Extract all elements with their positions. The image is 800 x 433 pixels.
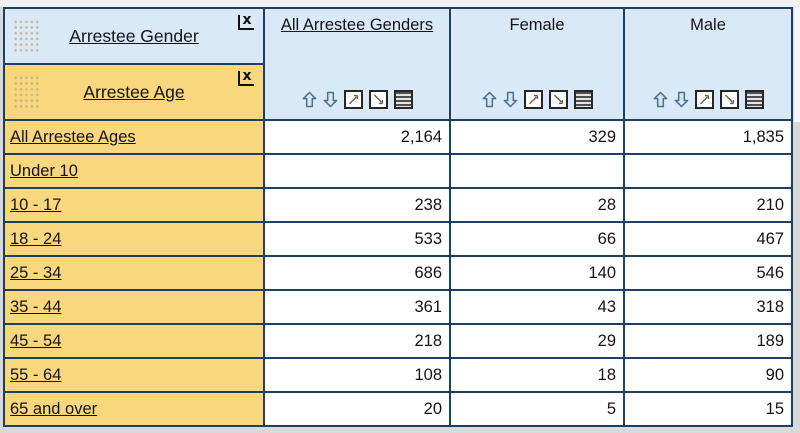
column-header-female: Female — [451, 9, 623, 119]
row-header: 55 - 64 — [5, 359, 263, 391]
data-cell: 329 — [451, 121, 623, 153]
row-label-link[interactable]: 35 - 44 — [10, 298, 61, 317]
data-cell: 20 — [265, 393, 449, 425]
move-up-icon[interactable] — [653, 91, 668, 108]
row-header: 10 - 17 — [5, 189, 263, 221]
sort-descending-icon[interactable] — [720, 90, 739, 109]
data-cell — [265, 155, 449, 187]
row-header: 65 and over — [5, 393, 263, 425]
move-up-icon[interactable] — [482, 91, 497, 108]
column-header-label: Female — [509, 16, 564, 35]
data-cell: 218 — [265, 325, 449, 357]
column-dimension-label[interactable]: Arrestee Gender — [69, 26, 198, 47]
row-label-link[interactable]: 45 - 54 — [10, 332, 61, 351]
data-cell: 15 — [625, 393, 791, 425]
drag-grip-icon[interactable] — [13, 19, 40, 53]
pivot-table: Arrestee Gender x All Arrestee Genders F… — [3, 7, 793, 427]
close-x-glyph: x — [242, 15, 251, 26]
column-toolbar — [653, 90, 764, 109]
row-header: 18 - 24 — [5, 223, 263, 255]
list-view-icon[interactable] — [745, 90, 764, 109]
data-cell: 108 — [265, 359, 449, 391]
move-down-icon[interactable] — [323, 91, 338, 108]
data-cell: 2,164 — [265, 121, 449, 153]
data-cell — [451, 155, 623, 187]
data-cell: 66 — [451, 223, 623, 255]
data-cell: 140 — [451, 257, 623, 289]
sort-descending-icon[interactable] — [549, 90, 568, 109]
top-strip — [0, 0, 800, 7]
row-label-link[interactable]: 18 - 24 — [10, 230, 61, 249]
column-header-label: Male — [690, 16, 726, 35]
data-cell: 5 — [451, 393, 623, 425]
column-header-all-genders: All Arrestee Genders — [265, 9, 449, 119]
data-cell: 28 — [451, 189, 623, 221]
data-cell: 18 — [451, 359, 623, 391]
row-label-link[interactable]: All Arrestee Ages — [10, 128, 136, 147]
data-cell: 1,835 — [625, 121, 791, 153]
row-label-link[interactable]: 10 - 17 — [10, 196, 61, 215]
data-cell: 686 — [265, 257, 449, 289]
data-cell: 533 — [265, 223, 449, 255]
close-x-glyph: x — [242, 71, 251, 82]
data-cell: 546 — [625, 257, 791, 289]
row-dimension-cell: Arrestee Age x — [5, 65, 263, 119]
column-dimension-cell: Arrestee Gender x — [5, 9, 263, 63]
column-header-label[interactable]: All Arrestee Genders — [281, 16, 433, 35]
move-up-icon[interactable] — [302, 91, 317, 108]
row-header: 35 - 44 — [5, 291, 263, 323]
column-header-male: Male — [625, 9, 791, 119]
move-down-icon[interactable] — [674, 91, 689, 108]
row-label-link[interactable]: 25 - 34 — [10, 264, 61, 283]
remove-column-dimension-icon[interactable]: x — [238, 15, 254, 30]
list-view-icon[interactable] — [394, 90, 413, 109]
row-header: All Arrestee Ages — [5, 121, 263, 153]
row-header: 25 - 34 — [5, 257, 263, 289]
data-cell: 189 — [625, 325, 791, 357]
data-cell: 467 — [625, 223, 791, 255]
row-label-link[interactable]: 65 and over — [10, 400, 97, 419]
data-cell: 238 — [265, 189, 449, 221]
remove-row-dimension-icon[interactable]: x — [238, 71, 254, 86]
row-header: Under 10 — [5, 155, 263, 187]
row-dimension-label[interactable]: Arrestee Age — [83, 82, 184, 103]
right-margin — [794, 7, 800, 122]
row-label-link[interactable]: 55 - 64 — [10, 366, 61, 385]
data-cell: 43 — [451, 291, 623, 323]
data-cell: 361 — [265, 291, 449, 323]
sort-ascending-icon[interactable] — [695, 90, 714, 109]
data-cell: 90 — [625, 359, 791, 391]
row-label-link[interactable]: Under 10 — [10, 162, 78, 181]
data-cell: 29 — [451, 325, 623, 357]
data-cell: 318 — [625, 291, 791, 323]
column-toolbar — [482, 90, 593, 109]
sort-descending-icon[interactable] — [369, 90, 388, 109]
sort-ascending-icon[interactable] — [524, 90, 543, 109]
row-header: 45 - 54 — [5, 325, 263, 357]
move-down-icon[interactable] — [503, 91, 518, 108]
data-cell: 210 — [625, 189, 791, 221]
sort-ascending-icon[interactable] — [344, 90, 363, 109]
data-cell — [625, 155, 791, 187]
list-view-icon[interactable] — [574, 90, 593, 109]
drag-grip-icon[interactable] — [13, 75, 40, 109]
column-toolbar — [302, 90, 413, 109]
